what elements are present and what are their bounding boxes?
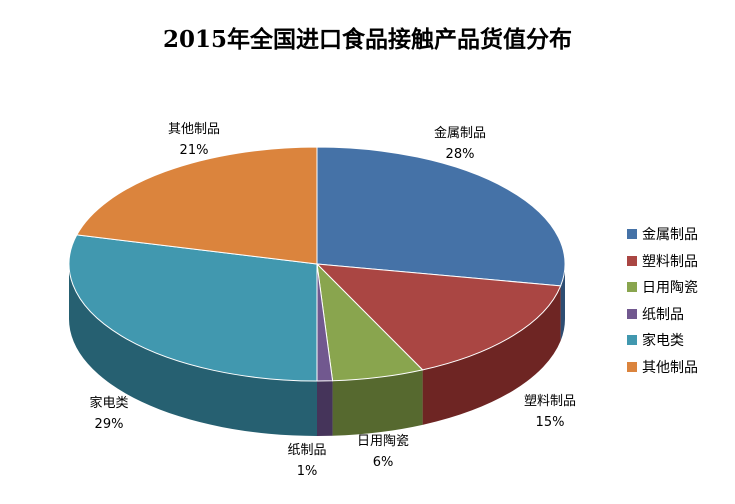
- slice-label-2: 日用陶瓷: [357, 433, 409, 449]
- legend-label-4: 家电类: [642, 333, 684, 350]
- legend-swatch-4: [627, 335, 637, 346]
- slice-label-5: 其他制品: [168, 122, 220, 137]
- slice-label-4: 家电类: [89, 395, 128, 411]
- pie-side-2: [332, 369, 423, 436]
- legend-item-1: 塑料制品: [627, 248, 698, 275]
- legend-swatch-5: [627, 361, 637, 372]
- slice-percent-0: 28%: [446, 147, 475, 162]
- legend: 金属制品塑料制品日用陶瓷纸制品家电类其他制品: [627, 221, 698, 380]
- slice-label-3: 纸制品: [287, 443, 326, 458]
- slice-label-0: 金属制品: [434, 125, 486, 141]
- slice-percent-1: 15%: [536, 415, 565, 430]
- legend-swatch-0: [627, 229, 637, 240]
- pie-side-4: [69, 264, 317, 436]
- pie-slice-0: [316, 146, 566, 287]
- legend-label-3: 纸制品: [642, 306, 684, 323]
- legend-item-2: 日用陶瓷: [627, 274, 698, 301]
- legend-label-2: 日用陶瓷: [642, 280, 698, 297]
- slice-percent-4: 29%: [95, 417, 124, 432]
- pie-slice-1: [315, 263, 562, 371]
- slice-percent-5: 21%: [180, 143, 209, 158]
- legend-label-1: 塑料制品: [642, 253, 698, 270]
- legend-swatch-1: [627, 255, 637, 266]
- pie-slice-4: [68, 234, 318, 382]
- legend-item-3: 纸制品: [627, 301, 698, 328]
- chart-title: 2015年全国进口食品接触产品货值分布: [162, 26, 572, 53]
- pie-side-1: [422, 285, 561, 425]
- legend-item-4: 家电类: [627, 327, 698, 354]
- pie-side-3: [317, 380, 333, 436]
- pie-slice-5: [75, 146, 318, 265]
- legend-label-0: 金属制品: [642, 227, 698, 244]
- legend-swatch-2: [627, 282, 637, 293]
- slice-label-1: 塑料制品: [524, 394, 576, 409]
- legend-item-5: 其他制品: [627, 354, 698, 381]
- slice-percent-2: 6%: [373, 455, 394, 470]
- slice-percent-3: 1%: [297, 464, 318, 479]
- legend-label-5: 其他制品: [642, 359, 698, 376]
- legend-swatch-3: [627, 308, 637, 319]
- legend-item-0: 金属制品: [627, 221, 698, 248]
